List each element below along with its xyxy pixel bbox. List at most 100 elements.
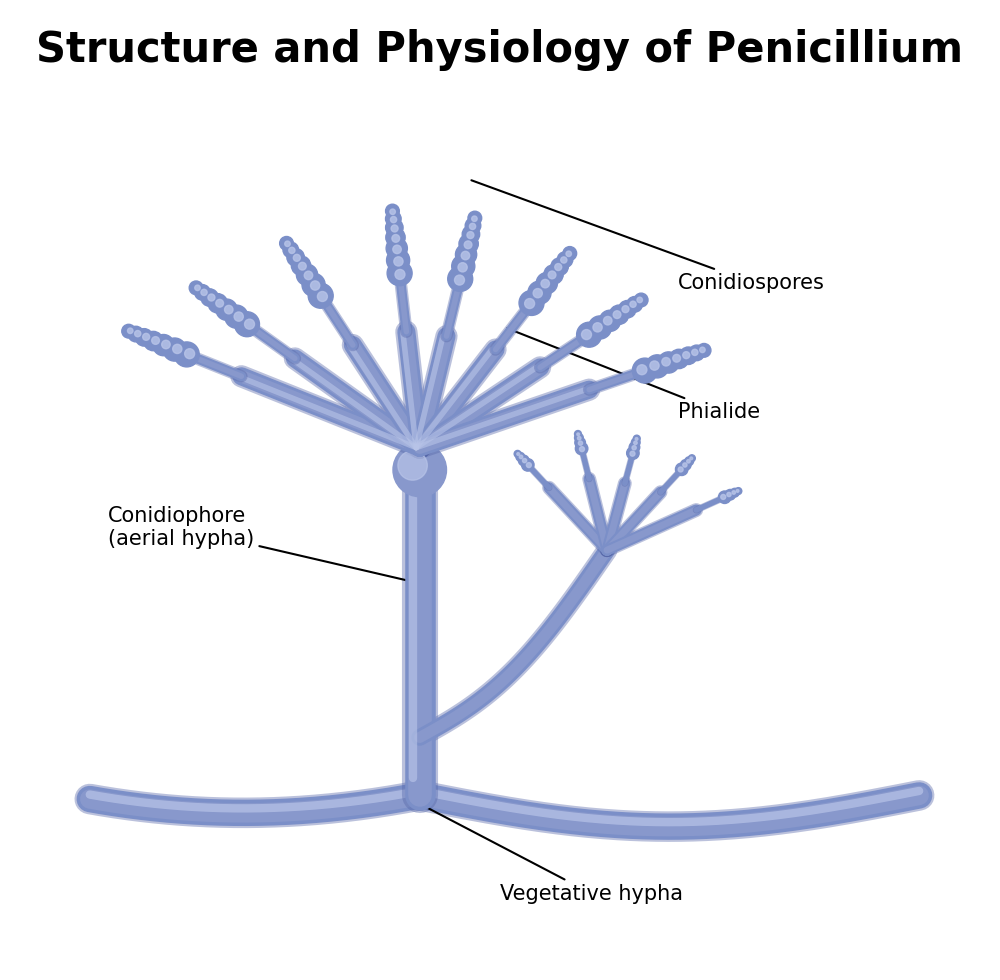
Text: Conidiophore
(aerial hypha): Conidiophore (aerial hypha): [108, 507, 428, 585]
Circle shape: [469, 223, 476, 229]
Circle shape: [464, 241, 472, 249]
Circle shape: [575, 442, 588, 455]
Circle shape: [392, 234, 400, 242]
Circle shape: [680, 347, 697, 365]
Circle shape: [235, 312, 259, 337]
Circle shape: [291, 256, 311, 275]
Circle shape: [135, 328, 153, 346]
Circle shape: [675, 463, 688, 475]
Circle shape: [632, 358, 657, 383]
Circle shape: [575, 433, 583, 442]
Circle shape: [593, 322, 602, 332]
Circle shape: [122, 324, 136, 338]
Circle shape: [627, 447, 639, 460]
Circle shape: [685, 457, 694, 465]
Circle shape: [689, 345, 704, 361]
Circle shape: [386, 204, 399, 218]
Circle shape: [386, 238, 407, 259]
Circle shape: [736, 490, 739, 492]
Circle shape: [152, 336, 159, 344]
Circle shape: [658, 352, 679, 373]
Circle shape: [459, 234, 478, 254]
Circle shape: [635, 437, 638, 440]
Circle shape: [662, 358, 670, 366]
Circle shape: [185, 349, 195, 359]
Circle shape: [195, 285, 200, 291]
Circle shape: [245, 319, 255, 329]
Circle shape: [189, 281, 203, 295]
Circle shape: [472, 216, 477, 221]
Circle shape: [577, 322, 602, 347]
Circle shape: [225, 305, 248, 328]
Circle shape: [692, 349, 698, 356]
Circle shape: [201, 289, 207, 296]
Circle shape: [208, 294, 215, 301]
Circle shape: [195, 284, 210, 300]
Circle shape: [522, 459, 527, 463]
Circle shape: [516, 453, 525, 462]
Circle shape: [557, 252, 573, 268]
Circle shape: [280, 236, 293, 250]
Circle shape: [391, 225, 398, 232]
Circle shape: [725, 489, 735, 500]
Circle shape: [533, 288, 542, 298]
Circle shape: [630, 301, 636, 308]
Circle shape: [234, 312, 243, 321]
Circle shape: [700, 347, 705, 353]
Circle shape: [526, 463, 531, 467]
Circle shape: [673, 355, 681, 363]
Circle shape: [688, 455, 695, 462]
Circle shape: [579, 447, 584, 452]
Circle shape: [730, 488, 739, 497]
Circle shape: [174, 342, 199, 367]
Circle shape: [680, 460, 691, 470]
Circle shape: [690, 457, 693, 460]
Circle shape: [216, 299, 224, 307]
Circle shape: [390, 209, 395, 215]
Circle shape: [522, 459, 534, 471]
Circle shape: [687, 460, 690, 463]
Circle shape: [634, 293, 648, 307]
Circle shape: [536, 272, 557, 294]
Circle shape: [541, 279, 549, 288]
Circle shape: [386, 219, 403, 236]
Circle shape: [613, 311, 621, 319]
Circle shape: [718, 491, 731, 504]
Circle shape: [563, 247, 577, 261]
Circle shape: [283, 242, 299, 258]
Circle shape: [386, 227, 405, 247]
Circle shape: [735, 488, 742, 495]
Circle shape: [317, 291, 327, 302]
Circle shape: [208, 294, 227, 313]
Circle shape: [637, 297, 642, 303]
Text: Vegetative hypha: Vegetative hypha: [427, 808, 683, 904]
Circle shape: [519, 290, 544, 316]
Circle shape: [669, 349, 689, 368]
Circle shape: [519, 455, 523, 459]
Circle shape: [518, 455, 529, 466]
Circle shape: [603, 317, 612, 325]
Circle shape: [216, 299, 237, 320]
Circle shape: [153, 334, 174, 356]
Circle shape: [289, 247, 295, 254]
Circle shape: [561, 257, 567, 263]
Circle shape: [448, 267, 473, 291]
Circle shape: [390, 217, 397, 222]
Circle shape: [697, 343, 711, 358]
Circle shape: [468, 212, 482, 225]
Circle shape: [622, 306, 629, 313]
Circle shape: [201, 289, 218, 307]
Circle shape: [461, 251, 470, 260]
Circle shape: [582, 329, 592, 339]
Circle shape: [462, 225, 480, 243]
Circle shape: [173, 344, 182, 354]
Circle shape: [577, 436, 581, 440]
Circle shape: [128, 326, 144, 342]
Circle shape: [394, 257, 403, 266]
Circle shape: [387, 261, 412, 286]
Circle shape: [304, 271, 313, 279]
Circle shape: [296, 265, 318, 285]
Circle shape: [302, 273, 325, 296]
Circle shape: [683, 352, 690, 359]
Circle shape: [467, 231, 474, 238]
